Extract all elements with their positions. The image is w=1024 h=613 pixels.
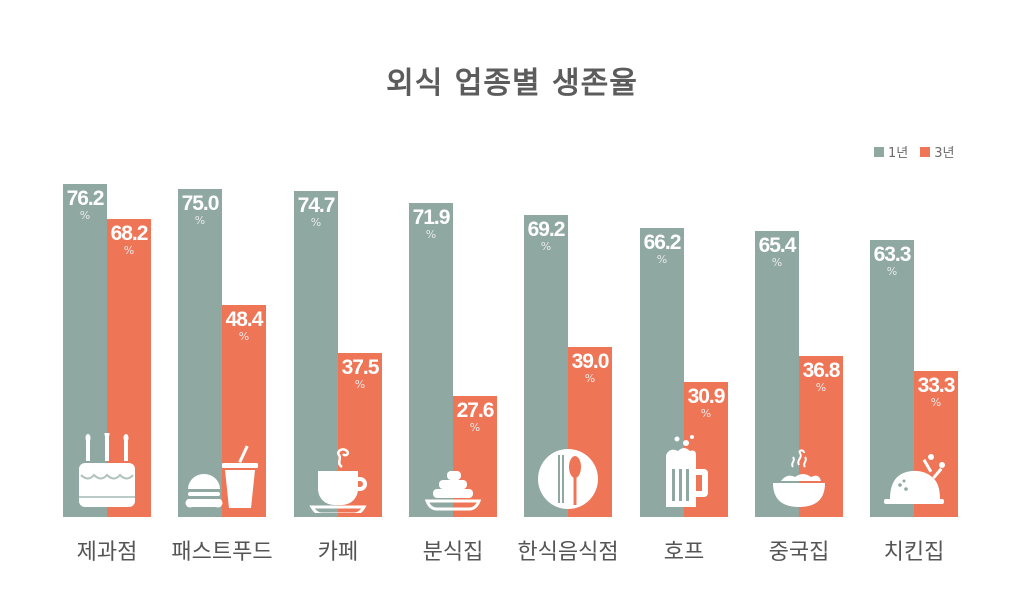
burger-drink-icon (178, 433, 266, 513)
beer-mug-icon (640, 433, 728, 513)
coffee-cup-icon (294, 433, 382, 516)
data-label: 37.5 (341, 356, 380, 379)
data-label: 75.0 (181, 192, 220, 215)
category-label: 중국집 (768, 540, 830, 565)
percent-symbol: % (238, 330, 250, 343)
percent-symbol: % (700, 407, 712, 420)
data-label: 65.4 (758, 234, 797, 257)
category-label: 제과점 (76, 540, 138, 565)
noodle-bowl-icon (755, 433, 843, 513)
legend-label: 1년 (888, 146, 909, 161)
bar-1year: 74.7% (294, 191, 338, 517)
data-label: 76.2 (66, 187, 105, 210)
percent-symbol: % (930, 396, 942, 409)
roast-chicken-icon (870, 433, 958, 513)
percent-symbol: % (354, 378, 366, 391)
percent-symbol: % (815, 381, 827, 394)
plate-spoon-chopsticks-icon (524, 433, 612, 513)
legend-item-1year: 1년 (874, 142, 908, 161)
bar-1year: 75.0% (178, 189, 222, 517)
category-label: 치킨집 (883, 540, 945, 565)
percent-symbol: % (123, 244, 135, 257)
category-label: 호프 (663, 540, 705, 565)
legend: 1년 3년 (874, 142, 966, 161)
data-label: 27.6 (456, 399, 495, 422)
percent-symbol: % (656, 253, 668, 266)
category-label: 패스트푸드 (171, 540, 273, 565)
percent-symbol: % (194, 214, 206, 227)
legend-swatch-1year (874, 146, 884, 157)
legend-swatch-3year (920, 146, 931, 157)
percent-symbol: % (886, 265, 898, 278)
snack-plate-icon (409, 433, 497, 513)
legend-item-3year: 3년 (920, 142, 954, 161)
cake-icon (63, 430, 151, 513)
bar-1year: 76.2% (63, 184, 107, 517)
data-label: 71.9 (412, 206, 451, 229)
data-label: 36.8 (802, 359, 841, 382)
percent-symbol: % (771, 256, 783, 269)
bar-1year: 63.3% (870, 240, 914, 517)
category-label: 한식음식점 (517, 540, 619, 565)
data-label: 30.9 (687, 385, 726, 408)
data-label: 63.3 (873, 243, 912, 266)
percent-symbol: % (540, 240, 552, 253)
data-label: 48.4 (225, 308, 264, 331)
data-label: 68.2 (110, 222, 149, 245)
percent-symbol: % (425, 228, 437, 241)
data-label: 39.0 (571, 350, 610, 373)
percent-symbol: % (469, 421, 481, 434)
category-label: 분식집 (422, 540, 484, 565)
percent-symbol: % (310, 216, 322, 229)
data-label: 33.3 (917, 374, 956, 397)
percent-symbol: % (584, 372, 596, 385)
data-label: 74.7 (297, 194, 336, 217)
data-label: 66.2 (643, 231, 682, 254)
bar-1year: 65.4% (755, 231, 799, 517)
percent-symbol: % (79, 209, 91, 222)
legend-label: 3년 (934, 146, 955, 161)
category-label: 카페 (317, 540, 359, 565)
data-label: 69.2 (527, 218, 566, 241)
chart-title: 외식 업종별 생존율 (386, 66, 638, 101)
bar-1year: 71.9% (409, 203, 453, 517)
